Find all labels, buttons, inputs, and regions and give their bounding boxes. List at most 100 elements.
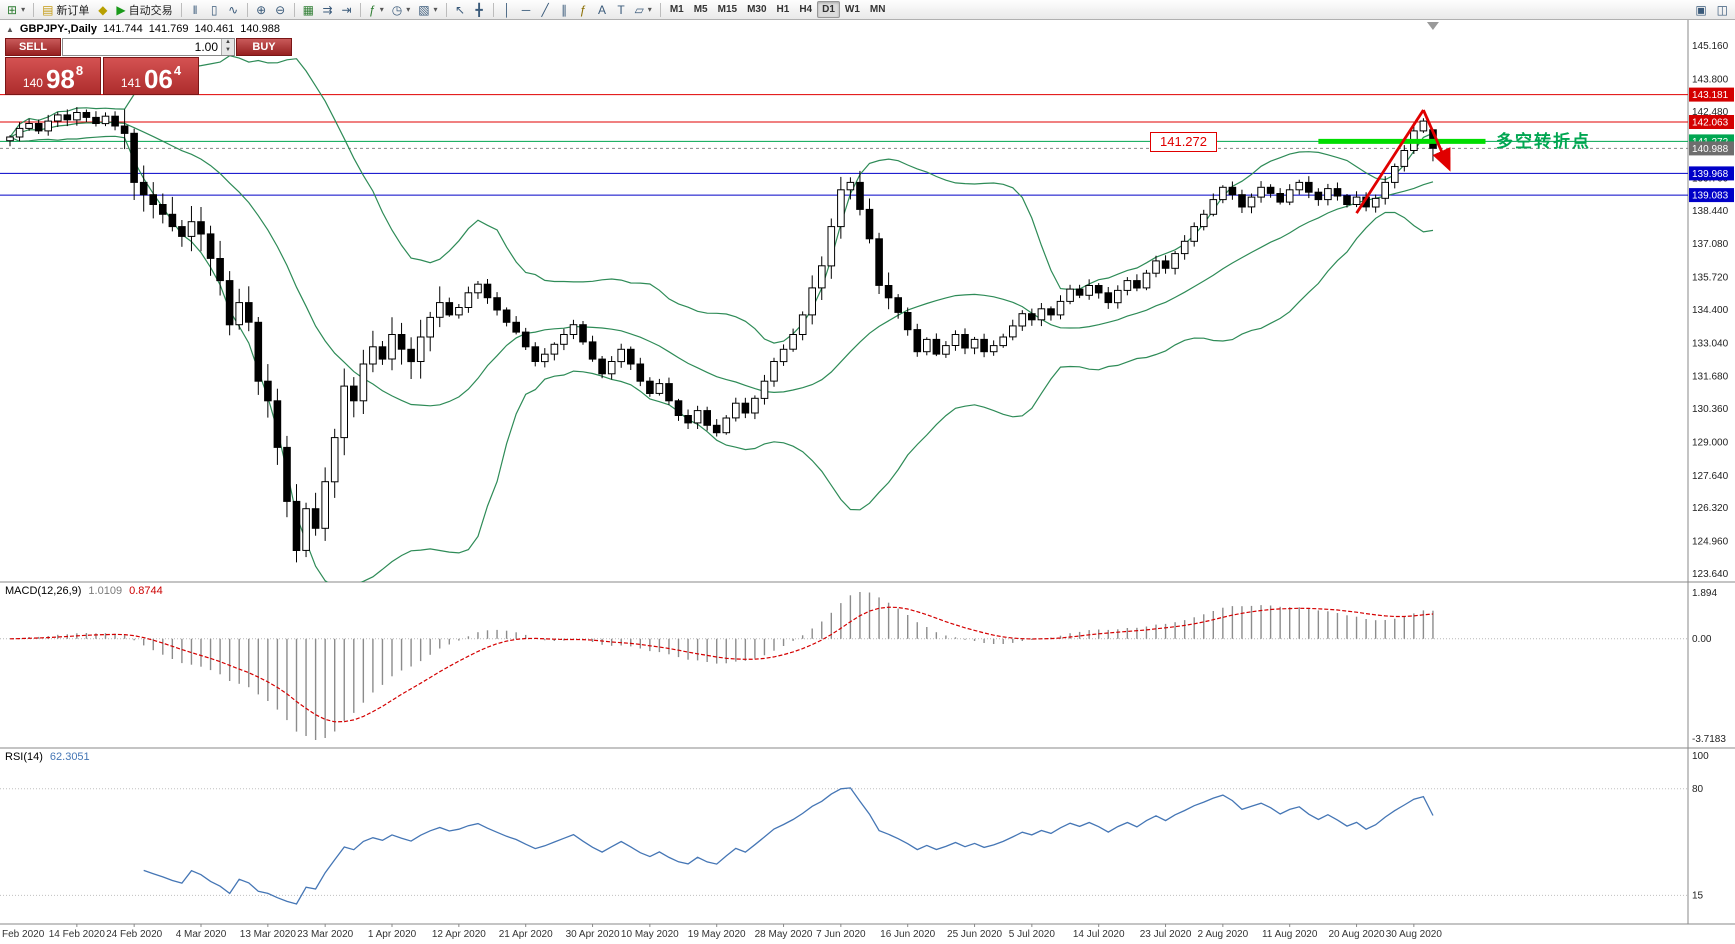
- timeframe-m1-button[interactable]: M1: [669, 4, 684, 15]
- candle: [1238, 194, 1246, 208]
- candle: [541, 353, 549, 363]
- indicators-button[interactable]: ƒ ▾: [365, 1, 388, 18]
- buy-button[interactable]: BUY: [236, 38, 292, 56]
- toolbar-separator: [360, 2, 361, 17]
- candle: [770, 361, 778, 382]
- indicators-button-dropdown-icon[interactable]: ▾: [379, 5, 384, 14]
- timeframe-h4-button[interactable]: H4: [799, 4, 813, 15]
- new-chart-button-dropdown-icon[interactable]: ▾: [21, 5, 26, 14]
- trend-arrow-up-line[interactable]: [1355, 109, 1425, 214]
- new-chart-button[interactable]: ⊞ ▾: [3, 1, 29, 18]
- horizontal-line-button[interactable]: ─: [517, 1, 536, 18]
- fibonacci-button[interactable]: ƒ: [574, 1, 593, 18]
- rsi-value: 62.3051: [49, 751, 90, 763]
- macd-signal-line: [9, 606, 1434, 723]
- sell-price-button[interactable]: 140 98 8: [5, 57, 101, 95]
- candle: [1371, 197, 1380, 208]
- candle: [340, 385, 348, 439]
- cursor-button[interactable]: ↖: [451, 1, 470, 18]
- autotrading-button-label: 自动交易: [128, 4, 173, 17]
- shapes-button-dropdown-icon[interactable]: ▾: [647, 5, 652, 14]
- toolbar-separator: [492, 2, 494, 17]
- buy-price-button[interactable]: 141 06 4: [103, 57, 199, 95]
- text-button[interactable]: A: [593, 1, 612, 18]
- one-click-collapse-icon[interactable]: ▲: [6, 24, 14, 34]
- metaeditor-button[interactable]: ◆: [93, 1, 112, 18]
- candle: [1085, 285, 1094, 296]
- rsi-indicator-label: RSI(14) 62.3051: [5, 751, 90, 763]
- price-tag-142.063: [1689, 115, 1734, 129]
- candle: [579, 324, 587, 343]
- candle: [25, 123, 33, 129]
- pivot-note-text[interactable]: 多空转折点: [1496, 132, 1591, 151]
- candle: [44, 120, 53, 132]
- chart-shift-button[interactable]: ⇥: [337, 1, 356, 18]
- level-price-callout[interactable]: 141.272: [1150, 132, 1217, 152]
- timeframe-m30-button[interactable]: M30: [747, 4, 767, 15]
- volume-down-button[interactable]: ▼: [221, 47, 234, 55]
- channel-button[interactable]: ∥: [555, 1, 574, 18]
- candlestick-button[interactable]: ▯: [205, 1, 224, 18]
- zoom-in-button[interactable]: ⊕: [252, 1, 271, 18]
- candle: [989, 345, 998, 353]
- time-axis-label: 23 Jul 2020: [1140, 929, 1192, 940]
- chart-shift-marker[interactable]: [1426, 22, 1439, 30]
- bar-chart-button[interactable]: ‖: [186, 1, 205, 18]
- sell-button[interactable]: SELL: [5, 38, 61, 56]
- periods-button[interactable]: ◷ ▾: [388, 1, 415, 18]
- auto-scroll-button[interactable]: ⇉: [318, 1, 337, 18]
- trendline-button[interactable]: ╱: [536, 1, 555, 18]
- templates-button[interactable]: ▧ ▾: [414, 1, 441, 18]
- trend-arrow-down-line[interactable]: [1422, 109, 1451, 172]
- timeframe-h1-button[interactable]: H1: [776, 4, 790, 15]
- candle: [82, 112, 91, 118]
- timeframe-w1-button[interactable]: W1: [844, 4, 860, 15]
- candle: [808, 287, 817, 316]
- periods-button-dropdown-icon[interactable]: ▾: [406, 5, 411, 14]
- timeframe-m5-button[interactable]: M5: [693, 4, 708, 15]
- metaeditor-button-icon: ◆: [98, 2, 108, 17]
- price-tag-143.181: [1689, 87, 1734, 102]
- candle: [903, 312, 912, 331]
- tile-windows-button[interactable]: ▦: [299, 1, 318, 18]
- vertical-line-button[interactable]: │: [498, 1, 517, 18]
- templates-button-dropdown-icon[interactable]: ▾: [433, 5, 438, 14]
- candle: [1133, 280, 1141, 289]
- candle: [1295, 181, 1304, 191]
- arrow-tools-button[interactable]: T: [612, 1, 631, 18]
- autotrading-button[interactable]: ▶ 自动交易: [112, 1, 176, 18]
- timeframe-m15-button[interactable]: M15: [717, 4, 738, 15]
- candle: [760, 380, 769, 399]
- price-axis-label: 137.080: [1692, 239, 1729, 250]
- candle: [388, 334, 396, 360]
- timeframe-d1-button[interactable]: D1: [817, 1, 840, 18]
- volume-up-button[interactable]: ▲: [221, 39, 234, 47]
- candle: [627, 348, 635, 365]
- new-order-button[interactable]: ▤ 新订单: [38, 1, 93, 18]
- candle: [942, 345, 950, 355]
- candle: [483, 283, 492, 299]
- horizontal-line-button-icon: ─: [521, 2, 531, 17]
- help-button[interactable]: ◫: [1713, 1, 1732, 18]
- candle: [178, 226, 186, 237]
- main-pane: [0, 55, 1688, 582]
- window-list-button[interactable]: ▣: [1691, 1, 1710, 18]
- zoom-out-button[interactable]: ⊖: [271, 1, 290, 18]
- time-axis-label: 7 Jun 2020: [816, 929, 866, 940]
- candlestick-button-icon: ▯: [210, 2, 218, 17]
- shapes-button[interactable]: ▱ ▾: [631, 1, 656, 18]
- candle: [951, 334, 960, 346]
- volume-input[interactable]: [63, 39, 221, 55]
- time-axis-label: 14 Jul 2020: [1073, 929, 1125, 940]
- candle: [1228, 186, 1237, 196]
- timeframe-mn-button[interactable]: MN: [869, 4, 886, 15]
- auto-scroll-button-icon: ⇉: [322, 2, 333, 17]
- candle: [1324, 188, 1332, 201]
- line-chart-button[interactable]: ∿: [224, 1, 243, 18]
- symbol-name: GBPJPY-,Daily: [19, 23, 97, 35]
- price-axis-label: 142.480: [1692, 107, 1729, 118]
- crosshair-button[interactable]: ╋: [470, 1, 489, 18]
- time-axis-label: 16 Jun 2020: [880, 929, 935, 940]
- candle: [1209, 199, 1218, 215]
